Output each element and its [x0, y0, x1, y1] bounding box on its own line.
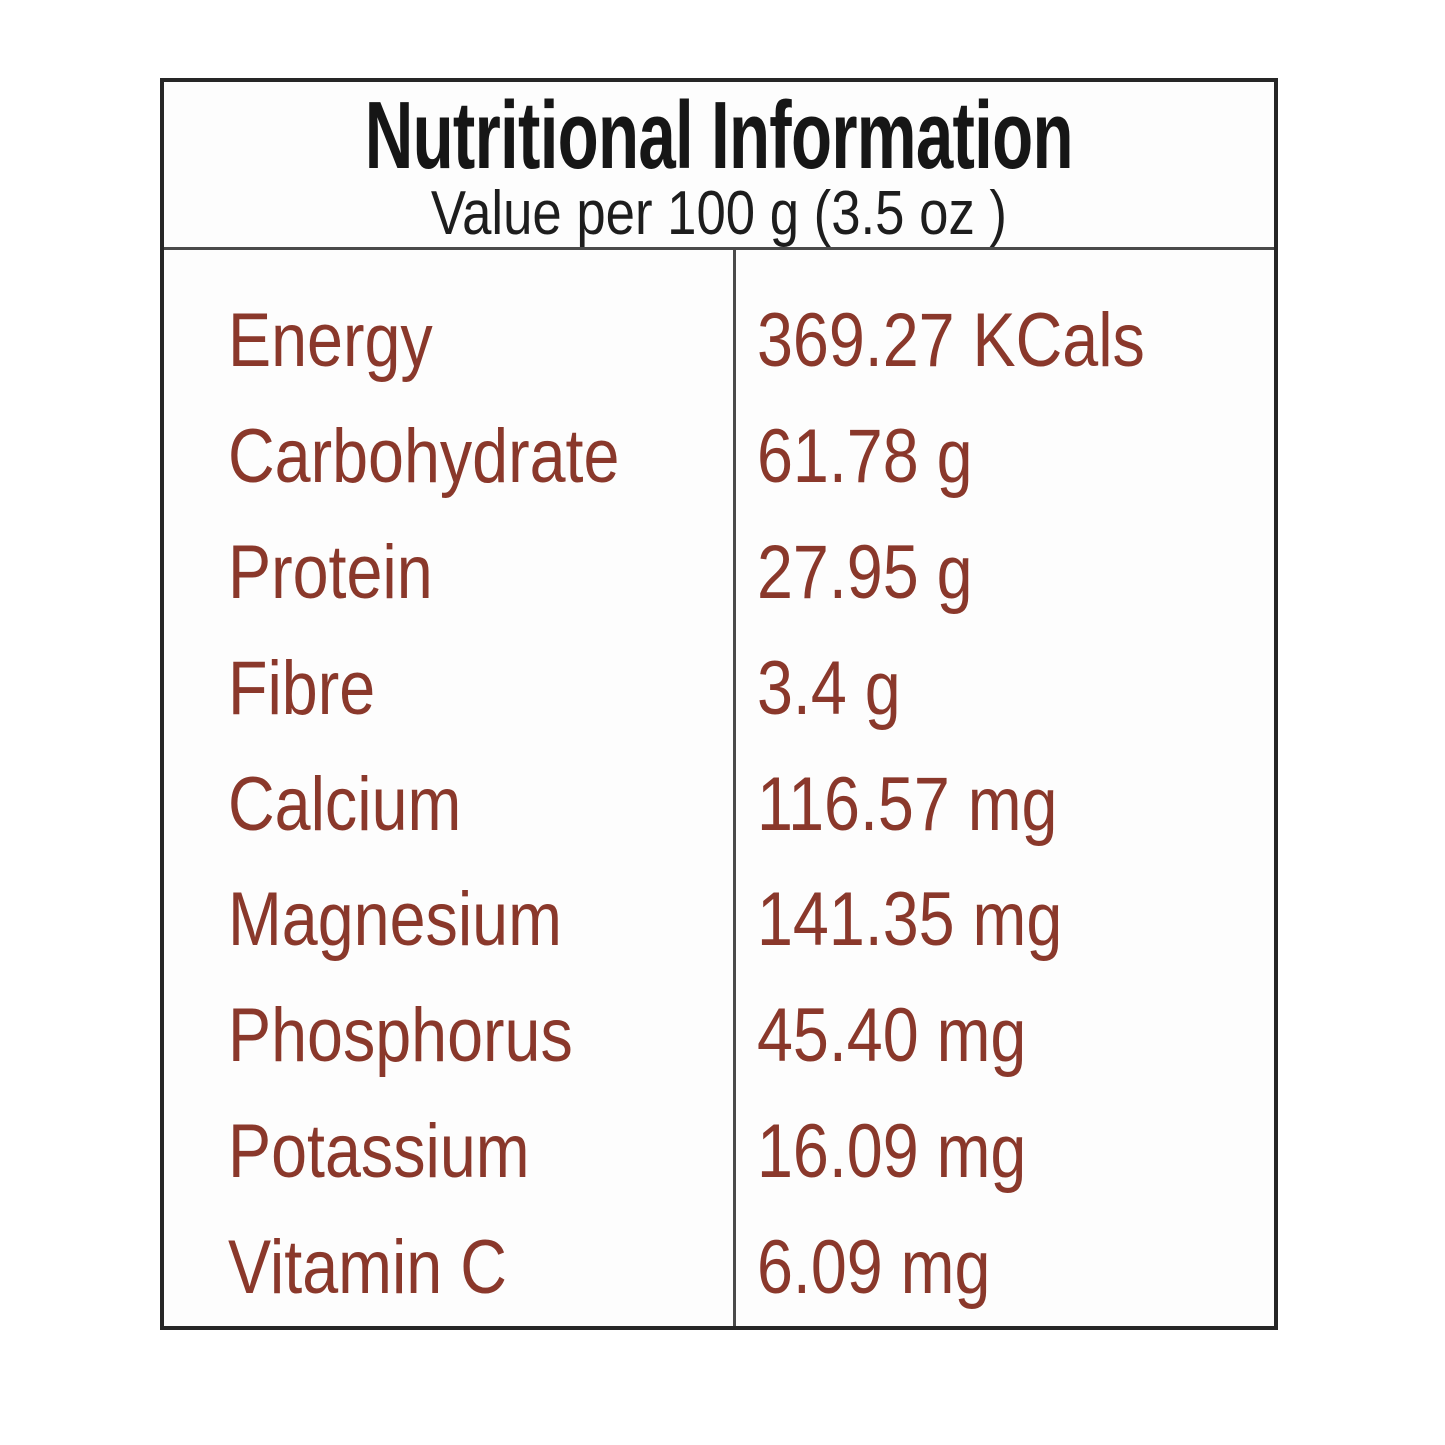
- nutrient-value: 16.09 mg: [757, 1109, 1027, 1195]
- nutrient-value-cell: 3.4 g: [733, 645, 1274, 731]
- nutrient-value: 45.40 mg: [757, 993, 1027, 1079]
- table-row: Magnesium 141.35 mg: [164, 862, 1274, 978]
- label-title-text: Nutritional Information: [364, 82, 1074, 189]
- column-divider: [733, 250, 736, 1326]
- nutrient-name-cell: Phosphorus: [164, 998, 733, 1074]
- nutrient-name-cell: Magnesium: [164, 882, 733, 958]
- nutrient-value: 27.95 g: [757, 529, 973, 615]
- nutrient-name-cell: Protein: [164, 529, 733, 615]
- nutrient-name-cell: Potassium: [164, 1114, 733, 1190]
- table-row: Protein 27.95 g: [164, 515, 1274, 631]
- nutrient-name-cell: Calcium: [164, 761, 733, 847]
- label-title: Nutritional Information: [164, 82, 1274, 189]
- nutrient-value: 61.78 g: [757, 413, 973, 499]
- nutrient-value-cell: 45.40 mg: [733, 998, 1274, 1074]
- label-subtitle: Value per 100 g (3.5 oz ): [164, 179, 1274, 249]
- nutrient-value: 116.57 mg: [757, 761, 1058, 847]
- nutrient-value-cell: 16.09 mg: [733, 1114, 1274, 1190]
- nutrient-name: Phosphorus: [228, 993, 573, 1079]
- nutrient-value: 369.27 KCals: [757, 297, 1145, 383]
- table-row: Phosphorus 45.40 mg: [164, 978, 1274, 1094]
- nutrient-name-cell: Vitamin C: [164, 1230, 733, 1306]
- label-subtitle-text: Value per 100 g (3.5 oz ): [430, 179, 1008, 249]
- nutrient-name: Fibre: [228, 645, 376, 731]
- nutrient-value-cell: 141.35 mg: [733, 882, 1274, 958]
- nutrient-value-cell: 6.09 mg: [733, 1230, 1274, 1306]
- label-header: Nutritional Information Value per 100 g …: [164, 82, 1274, 250]
- table-row: Calcium 116.57 mg: [164, 747, 1274, 863]
- table-row: Carbohydrate 61.78 g: [164, 399, 1274, 515]
- table-row: Potassium 16.09 mg: [164, 1094, 1274, 1210]
- nutrient-name-cell: Carbohydrate: [164, 413, 733, 499]
- nutrient-value-cell: 369.27 KCals: [733, 297, 1274, 383]
- nutrition-label: Nutritional Information Value per 100 g …: [160, 78, 1278, 1330]
- table-row: Vitamin C 6.09 mg: [164, 1210, 1274, 1326]
- nutrient-value-cell: 116.57 mg: [733, 761, 1274, 847]
- nutrient-name-cell: Fibre: [164, 645, 733, 731]
- nutrient-name: Protein: [228, 529, 433, 615]
- table-row: Energy 369.27 KCals: [164, 283, 1274, 399]
- nutrient-name: Carbohydrate: [228, 413, 620, 499]
- nutrient-name: Calcium: [228, 761, 462, 847]
- nutrient-name: Vitamin C: [228, 1225, 507, 1311]
- nutrient-value: 3.4 g: [757, 645, 901, 731]
- nutrition-rows: Energy 369.27 KCals Carbohydrate 61.78 g Pro…: [164, 253, 1274, 1326]
- nutrient-name: Energy: [228, 297, 433, 383]
- nutrient-value-cell: 27.95 g: [733, 529, 1274, 615]
- nutrient-name: Potassium: [228, 1109, 530, 1195]
- table-row: Fibre 3.4 g: [164, 631, 1274, 747]
- nutrient-value: 141.35 mg: [757, 877, 1063, 963]
- nutrient-name-cell: Energy: [164, 297, 733, 383]
- nutrient-value-cell: 61.78 g: [733, 413, 1274, 499]
- nutrient-value: 6.09 mg: [757, 1225, 991, 1311]
- nutrient-name: Magnesium: [228, 877, 562, 963]
